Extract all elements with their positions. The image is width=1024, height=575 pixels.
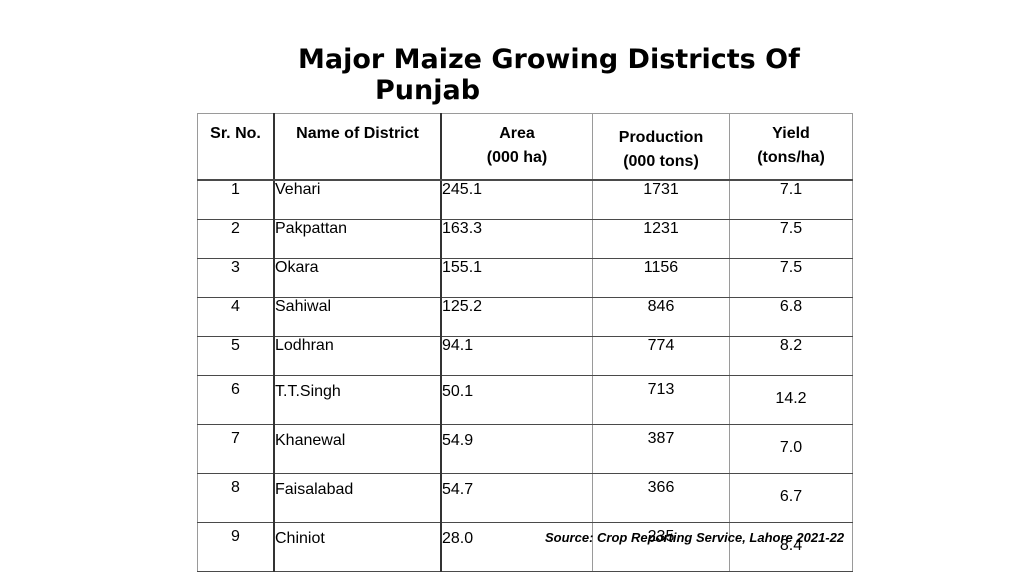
header-production: Production (000 tons) [592, 113, 730, 181]
cell-district: Chiniot [273, 521, 442, 572]
cell-production: 1731 [592, 179, 730, 220]
cell-area: 28.0 [440, 521, 593, 572]
cell-yield: 7.1 [729, 179, 853, 220]
cell-yield: 8.4 [729, 521, 853, 572]
cell-district: Faisalabad [273, 472, 442, 523]
header-name-label: Name of District [296, 125, 419, 142]
cell-yield: 7.5 [729, 218, 853, 259]
title-line-1: Major Maize Growing Districts Of [298, 44, 800, 75]
table-row: 6 T.T.Singh 50.1 713 14.2 [197, 374, 853, 425]
table-header-row: Sr. No. Name of District Area (000 ha) P… [197, 113, 853, 181]
cell-yield: 7.0 [729, 423, 853, 474]
cell-production: 387 [592, 423, 730, 474]
table-row: 3 Okara 155.1 1156 7.5 [197, 257, 853, 298]
cell-yield: 6.8 [729, 296, 853, 337]
cell-district: Vehari [273, 179, 442, 220]
table-row: 7 Khanewal 54.9 387 7.0 [197, 423, 853, 474]
table-row: 9 Chiniot 28.0 235 8.4 [197, 521, 853, 572]
cell-production: 1231 [592, 218, 730, 259]
cell-district: Sahiwal [273, 296, 442, 337]
cell-production: 713 [592, 374, 730, 425]
header-yield: Yield (tons/ha) [729, 113, 853, 181]
table-row: 5 Lodhran 94.1 774 8.2 [197, 335, 853, 376]
cell-area: 155.1 [440, 257, 593, 298]
cell-sr: 9 [197, 521, 275, 572]
table-row: 2 Pakpattan 163.3 1231 7.5 [197, 218, 853, 259]
table-row: 8 Faisalabad 54.7 366 6.7 [197, 472, 853, 523]
cell-district: Okara [273, 257, 442, 298]
header-area-label: Area [499, 125, 535, 142]
districts-table: Sr. No. Name of District Area (000 ha) P… [197, 113, 853, 572]
cell-production: 774 [592, 335, 730, 376]
cell-sr: 3 [197, 257, 275, 298]
header-yield-unit: (tons/ha) [757, 149, 825, 166]
header-production-unit: (000 tons) [623, 153, 699, 170]
header-area: Area (000 ha) [440, 113, 593, 181]
cell-area: 54.7 [440, 472, 593, 523]
cell-production: 1156 [592, 257, 730, 298]
cell-production: 366 [592, 472, 730, 523]
header-area-unit: (000 ha) [486, 149, 548, 166]
cell-yield: 8.2 [729, 335, 853, 376]
cell-production: 235 [592, 521, 730, 572]
cell-area: 163.3 [440, 218, 593, 259]
cell-yield: 6.7 [729, 472, 853, 523]
cell-district: Lodhran [273, 335, 442, 376]
cell-district: Pakpattan [273, 218, 442, 259]
cell-sr: 8 [197, 472, 275, 523]
source-note: Source: Crop Reporting Service, Lahore 2… [545, 530, 845, 545]
cell-yield: 14.2 [729, 374, 853, 425]
header-production-label: Production [618, 129, 704, 146]
cell-sr: 4 [197, 296, 275, 337]
header-sr-no: Sr. No. [197, 113, 275, 181]
cell-district: Khanewal [273, 423, 442, 474]
cell-sr: 5 [197, 335, 275, 376]
cell-district: T.T.Singh [273, 374, 442, 425]
cell-production: 846 [592, 296, 730, 337]
header-sr-label: Sr. No. [210, 125, 261, 142]
header-yield-label: Yield [772, 125, 810, 142]
cell-yield: 7.5 [729, 257, 853, 298]
cell-area: 54.9 [440, 423, 593, 474]
cell-area: 50.1 [440, 374, 593, 425]
cell-sr: 1 [197, 179, 275, 220]
header-district-name: Name of District [273, 113, 442, 181]
cell-area: 125.2 [440, 296, 593, 337]
cell-sr: 7 [197, 423, 275, 474]
table-row: 4 Sahiwal 125.2 846 6.8 [197, 296, 853, 337]
cell-sr: 6 [197, 374, 275, 425]
cell-area: 245.1 [440, 179, 593, 220]
cell-area: 94.1 [440, 335, 593, 376]
cell-sr: 2 [197, 218, 275, 259]
table-row: 1 Vehari 245.1 1731 7.1 [197, 179, 853, 220]
title-line-2: Punjab [375, 75, 481, 106]
